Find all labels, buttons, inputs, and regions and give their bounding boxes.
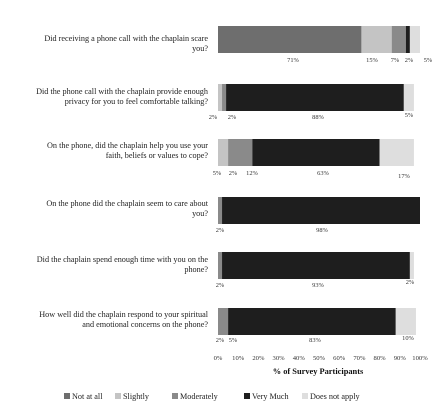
bar-segment (218, 308, 229, 335)
bar-segment (403, 84, 414, 111)
legend-entry: Slightly (123, 392, 150, 401)
legend-entry: Not at all (72, 392, 103, 401)
category-label: faith, beliefs or values to cope? (106, 151, 209, 160)
x-tick-label: 60% (333, 355, 346, 362)
x-tick-label: 90% (394, 355, 407, 362)
bar-segment (361, 26, 392, 53)
bar-segment (405, 26, 410, 53)
data-label: 2% (209, 114, 218, 121)
bar-segment (222, 252, 410, 279)
bar-segment (226, 84, 404, 111)
legend-swatch (64, 393, 70, 399)
legend-swatch (172, 393, 178, 399)
legend-entry: Does not apply (310, 392, 360, 401)
x-tick-label: 50% (313, 355, 326, 362)
legend-entry: Very Much (252, 392, 289, 401)
category-label: you? (192, 44, 208, 53)
legend-swatch (244, 393, 250, 399)
bar-segment (228, 139, 253, 166)
data-label: 15% (366, 57, 378, 64)
data-label: 17% (398, 173, 410, 180)
category-label: privacy for you to feel comfortable talk… (65, 97, 209, 106)
bar-segment (409, 252, 414, 279)
category-label: you? (192, 209, 208, 218)
category-label: Did receiving a phone call with the chap… (44, 34, 208, 43)
x-axis-label: % of Survey Participants (273, 367, 364, 376)
category-label: On the phone, did the chaplain help you … (47, 141, 208, 150)
data-label: 88% (312, 114, 324, 121)
data-label: 12% (246, 170, 258, 177)
legend-swatch (302, 393, 308, 399)
data-label: 5% (405, 112, 414, 119)
x-tick-label: 100% (412, 355, 428, 362)
category-label: On the phone did the chaplain seem to ca… (46, 199, 208, 208)
bar-segment (218, 139, 229, 166)
data-label: 7% (391, 57, 400, 64)
data-label: 2% (406, 279, 415, 286)
data-label: 93% (312, 282, 324, 289)
bar-segment (218, 84, 223, 111)
x-tick-label: 70% (353, 355, 366, 362)
category-label: Did the phone call with the chaplain pro… (36, 87, 208, 96)
x-tick-label: 20% (252, 355, 265, 362)
bar-segment (222, 197, 420, 224)
bar-segment (252, 139, 380, 166)
data-label: 83% (309, 337, 321, 344)
data-label: 98% (316, 227, 328, 234)
bar-segment (222, 84, 227, 111)
bar-segment (218, 252, 223, 279)
data-label: 2% (228, 114, 237, 121)
data-label: 5% (229, 337, 238, 344)
legend-entry: Moderately (180, 392, 219, 401)
data-label: 5% (213, 170, 222, 177)
bar-segment (228, 308, 396, 335)
data-label: 5% (424, 57, 433, 64)
bar-segment (218, 197, 223, 224)
category-label: phone? (184, 265, 208, 274)
x-tick-label: 0% (214, 355, 223, 362)
data-label: 2% (229, 170, 238, 177)
data-label: 10% (402, 335, 414, 342)
data-label: 2% (216, 282, 225, 289)
data-label: 2% (405, 57, 414, 64)
bar-segment (409, 26, 420, 53)
bar-segment (379, 139, 414, 166)
legend-swatch (115, 393, 121, 399)
category-label: and emotional concerns on the phone? (82, 320, 208, 329)
category-label: Did the chaplain spend enough time with … (37, 255, 209, 264)
data-label: 2% (216, 227, 225, 234)
bar-segment (391, 26, 406, 53)
x-tick-label: 80% (374, 355, 387, 362)
x-tick-label: 40% (293, 355, 306, 362)
x-tick-label: 30% (273, 355, 286, 362)
category-label: How well did the chaplain respond to you… (39, 310, 208, 319)
bar-segment (395, 308, 416, 335)
data-label: 63% (317, 170, 329, 177)
bar-segment (218, 26, 362, 53)
data-label: 71% (287, 57, 299, 64)
x-tick-label: 10% (232, 355, 245, 362)
data-label: 2% (216, 337, 225, 344)
